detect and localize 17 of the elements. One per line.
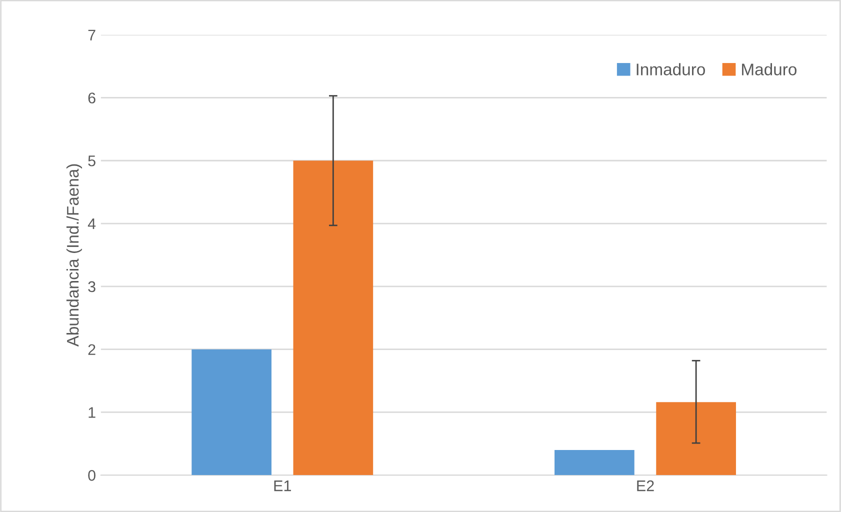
y-tick-label: 4	[88, 218, 96, 230]
y-tick-label: 5	[88, 156, 96, 166]
legend-label: Inmaduro	[636, 63, 705, 76]
bar	[656, 402, 736, 476]
y-tick-label: 3	[88, 281, 96, 292]
y-tick-label: 7	[88, 30, 96, 40]
y-tick-label: 1	[88, 407, 96, 418]
y-axis-title: Abundancia (Ind./Faena)	[66, 164, 82, 347]
legend-label: Maduro	[742, 63, 796, 76]
bar	[293, 160, 374, 476]
y-tick-label: 2	[88, 344, 96, 355]
bar	[554, 450, 634, 476]
bar	[192, 349, 272, 476]
x-tick-label: E2	[637, 480, 654, 492]
x-tick-label: E1	[274, 480, 291, 492]
y-tick-label: 6	[88, 92, 96, 104]
y-tick-label: 0	[88, 470, 96, 481]
